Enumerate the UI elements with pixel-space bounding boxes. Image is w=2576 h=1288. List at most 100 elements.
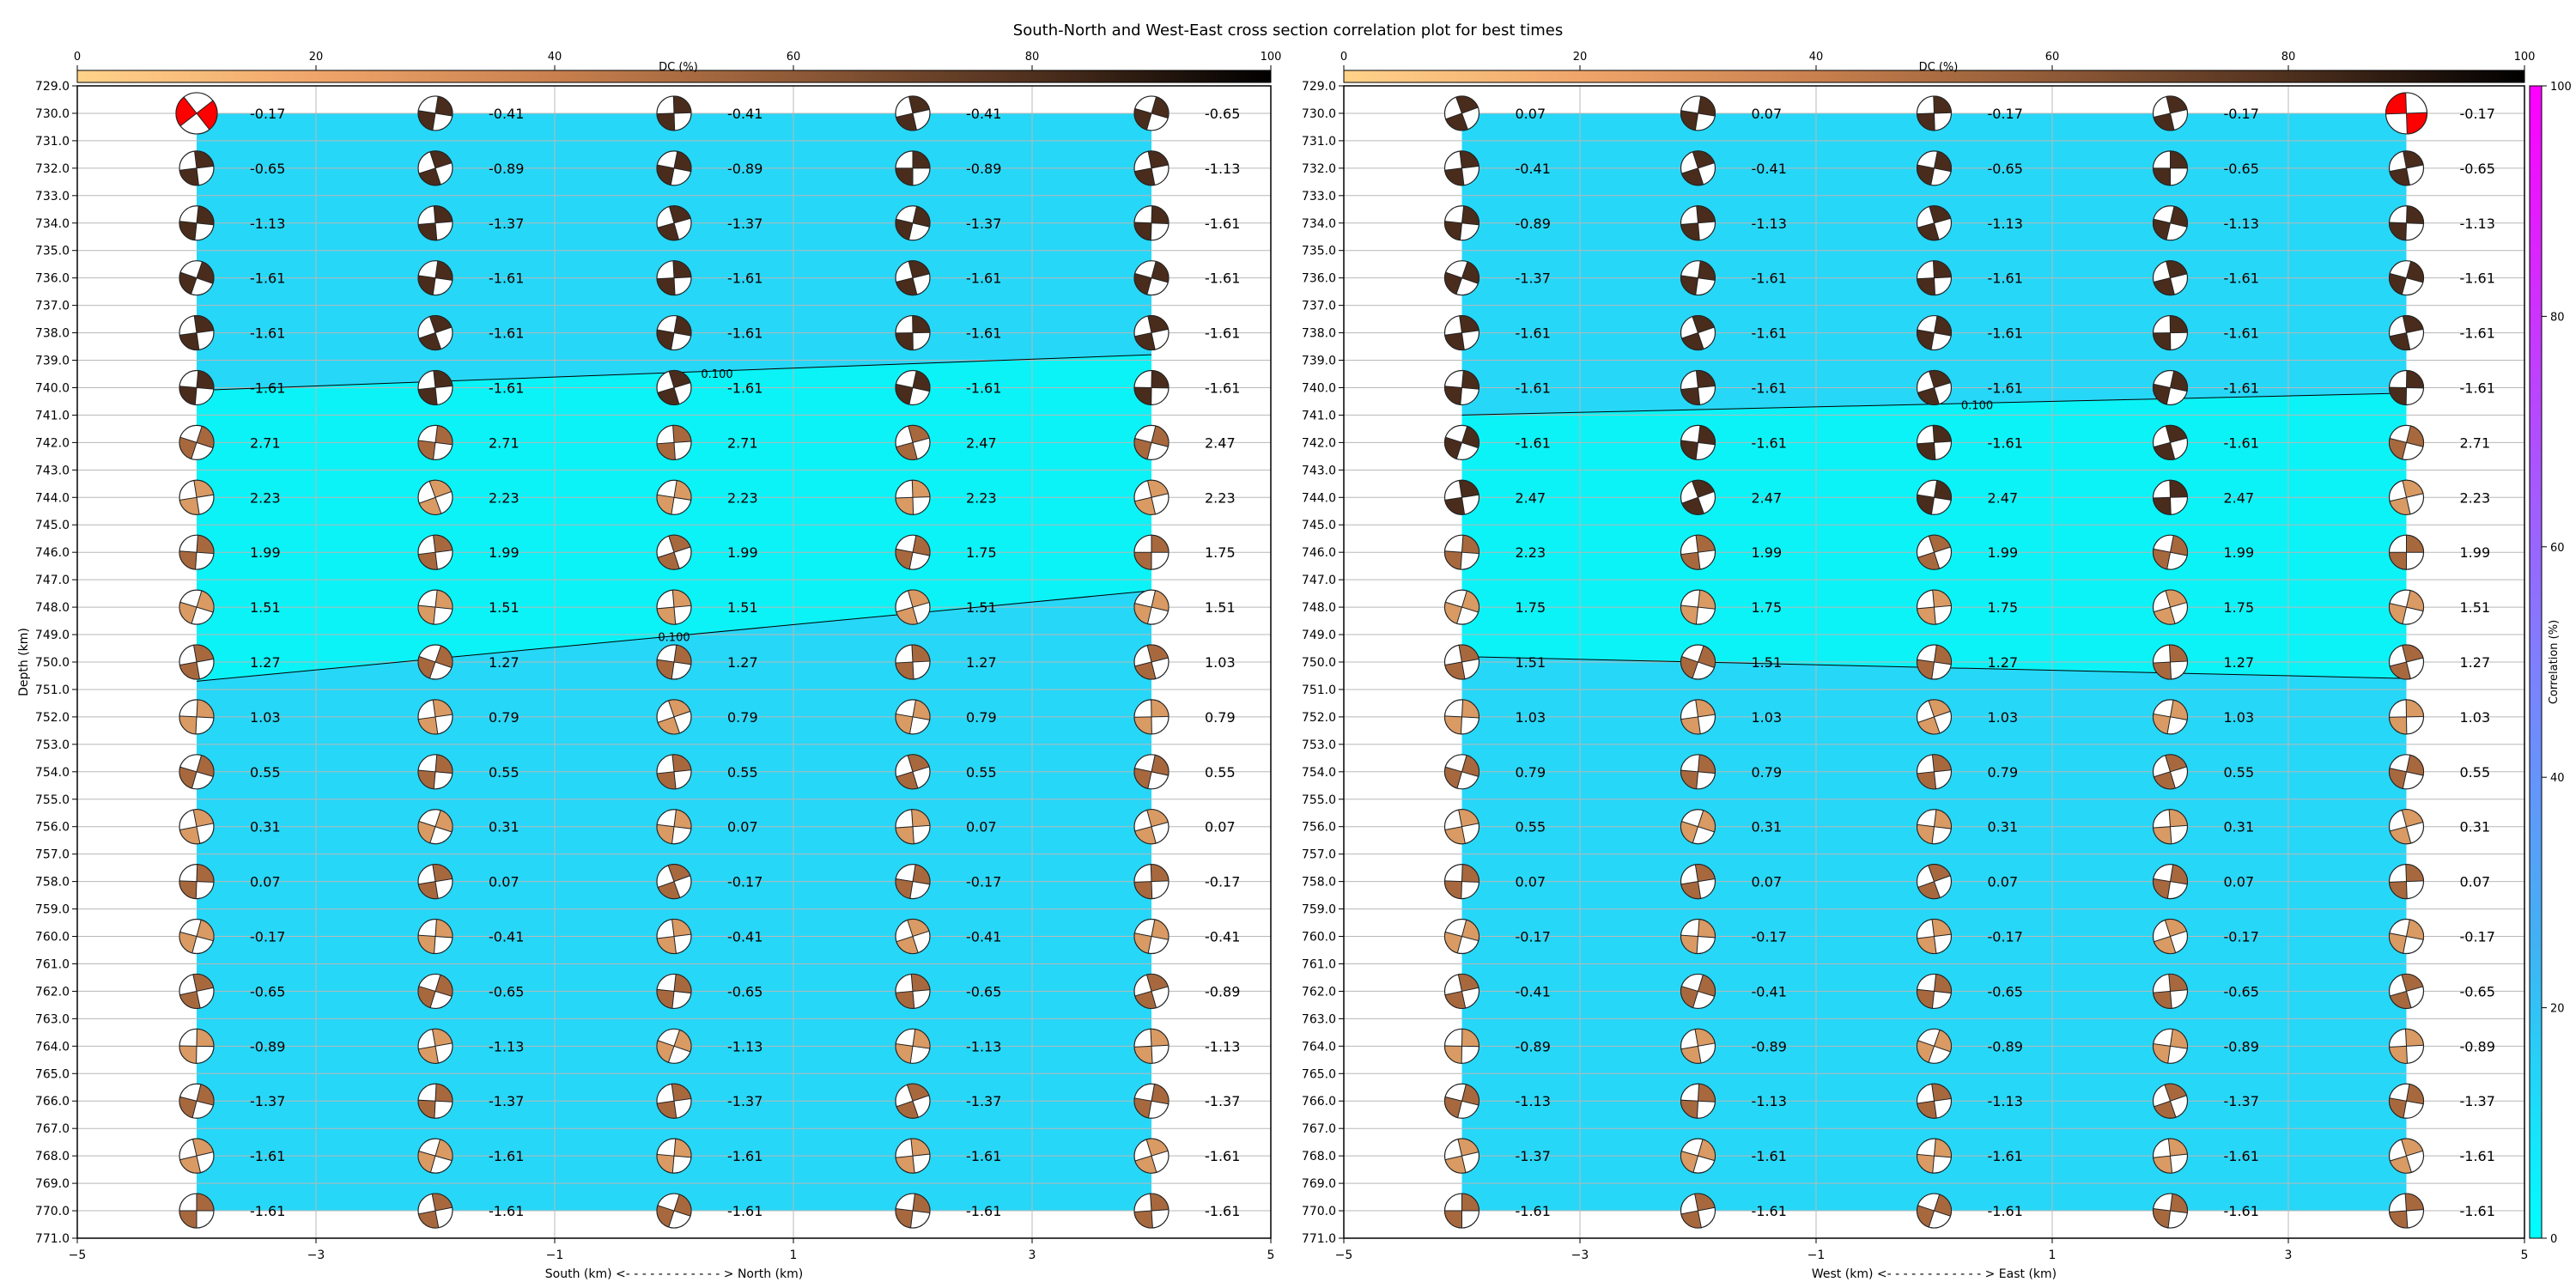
dc-tick-label: 20 [309, 51, 324, 64]
time-label: -0.41 [1516, 983, 1551, 999]
time-label: -1.61 [250, 1148, 285, 1164]
time-label: -1.61 [489, 380, 524, 396]
beachball [179, 644, 215, 680]
time-label: -1.37 [1205, 1093, 1240, 1109]
beachball [2388, 260, 2425, 296]
beachball [895, 314, 931, 351]
y-tick-label: 746.0 [1302, 546, 1336, 560]
time-label: 1.75 [966, 544, 997, 561]
beachball [2388, 809, 2425, 845]
beachball [2388, 699, 2425, 735]
beachball [1916, 369, 1953, 406]
x-tick-label: −5 [1335, 1249, 1353, 1262]
y-tick-label: 740.0 [1302, 381, 1336, 395]
time-label: -1.37 [2460, 1093, 2495, 1109]
dc-tick-label: 80 [1025, 51, 1040, 64]
y-tick-label: 765.0 [35, 1067, 70, 1081]
beachball [2152, 589, 2189, 625]
time-label: 1.75 [1752, 599, 1783, 616]
y-tick-label: 752.0 [35, 711, 70, 725]
time-label: 1.51 [1516, 654, 1546, 671]
y-tick-label: 736.0 [35, 272, 70, 286]
beachball [1916, 1083, 1953, 1119]
time-label: 1.99 [2460, 544, 2491, 561]
y-tick-label: 758.0 [35, 876, 70, 890]
beachball [895, 424, 931, 460]
time-label: 2.47 [1205, 434, 1236, 451]
beachball [895, 1083, 931, 1119]
time-label: -0.65 [1988, 983, 2023, 999]
y-tick-label: 755.0 [1302, 793, 1336, 807]
beachball [1680, 534, 1716, 570]
y-tick-label: 737.0 [1302, 300, 1336, 313]
beachball [2152, 1083, 2189, 1119]
beachball [1133, 314, 1170, 351]
time-label: -1.13 [489, 1038, 524, 1054]
time-label: -1.37 [966, 216, 1001, 232]
time-label: 1.03 [2460, 709, 2491, 726]
y-tick-label: 736.0 [1302, 272, 1336, 286]
time-label: -1.61 [727, 380, 762, 396]
y-tick-label: 735.0 [1302, 245, 1336, 258]
beachball [1916, 95, 1953, 131]
time-label: -1.13 [250, 216, 285, 232]
time-label: 1.75 [1205, 544, 1236, 561]
y-axis-label: Depth (km) [17, 628, 31, 696]
beachball [179, 1193, 215, 1229]
time-label: -1.13 [1752, 1093, 1787, 1109]
time-label: 2.47 [966, 434, 997, 451]
beachball [1680, 1193, 1716, 1229]
beachball [2388, 1028, 2425, 1064]
y-tick-label: 767.0 [35, 1122, 70, 1136]
dc-colorbar [76, 70, 1272, 83]
time-label: -1.61 [1516, 434, 1551, 451]
y-tick-label: 734.0 [1302, 217, 1336, 231]
beachball [1443, 809, 1480, 845]
y-tick-label: 763.0 [35, 1012, 70, 1026]
beachball [1133, 864, 1170, 900]
y-tick-label: 748.0 [1302, 601, 1336, 615]
time-label: -1.13 [1988, 1093, 2023, 1109]
beachball [895, 205, 931, 241]
beachball [895, 973, 931, 1010]
beachball [179, 589, 215, 625]
y-tick-label: 740.0 [35, 381, 70, 395]
time-label: -1.61 [250, 270, 285, 287]
beachball [417, 1138, 453, 1174]
time-label: 1.99 [1988, 544, 2019, 561]
beachball [179, 864, 215, 900]
time-label: -0.89 [1516, 1038, 1551, 1054]
time-label: 2.23 [250, 489, 281, 506]
time-label: -1.61 [1988, 1148, 2023, 1164]
dc-tick-label: 20 [1573, 51, 1588, 64]
time-label: 2.23 [727, 489, 758, 506]
y-tick-label: 760.0 [1302, 931, 1336, 945]
time-label: 0.79 [1752, 764, 1783, 781]
time-label: 1.27 [1988, 654, 2019, 671]
beachball [2388, 644, 2425, 680]
beachball [1133, 534, 1170, 570]
beachball [2152, 95, 2189, 131]
y-tick-label: 747.0 [35, 574, 70, 587]
beachball [1916, 534, 1953, 570]
beachball [417, 1193, 453, 1229]
time-label: -0.17 [1988, 929, 2023, 945]
beachball [1133, 1083, 1170, 1119]
south-north-panel: 0.100 0.100 -0.17 -0.41 -0.41 -0.41 -0.65 -0.65… [17, 51, 1281, 1281]
beachball [656, 1193, 692, 1229]
correlation-colorbar-label: Correlation (%) [2548, 620, 2561, 704]
time-label: 0.31 [2224, 819, 2255, 835]
y-tick-label: 766.0 [35, 1095, 70, 1109]
time-label: 2.23 [966, 489, 997, 506]
beachball [417, 424, 453, 460]
time-label: -0.17 [1205, 874, 1240, 890]
time-label: -0.17 [1752, 929, 1787, 945]
time-label: 0.79 [966, 709, 997, 726]
beachball [179, 699, 215, 735]
y-tick-label: 770.0 [35, 1205, 70, 1218]
beachball [895, 1138, 931, 1174]
beachball [1916, 260, 1953, 296]
west-east-panel: 0.1000.1000.070.07-0.17-0.17-0.17-0.41-0… [1302, 51, 2536, 1281]
beachball [179, 150, 215, 186]
x-axis-label: South (km) <- - - - - - - - - - - - > No… [545, 1267, 803, 1281]
